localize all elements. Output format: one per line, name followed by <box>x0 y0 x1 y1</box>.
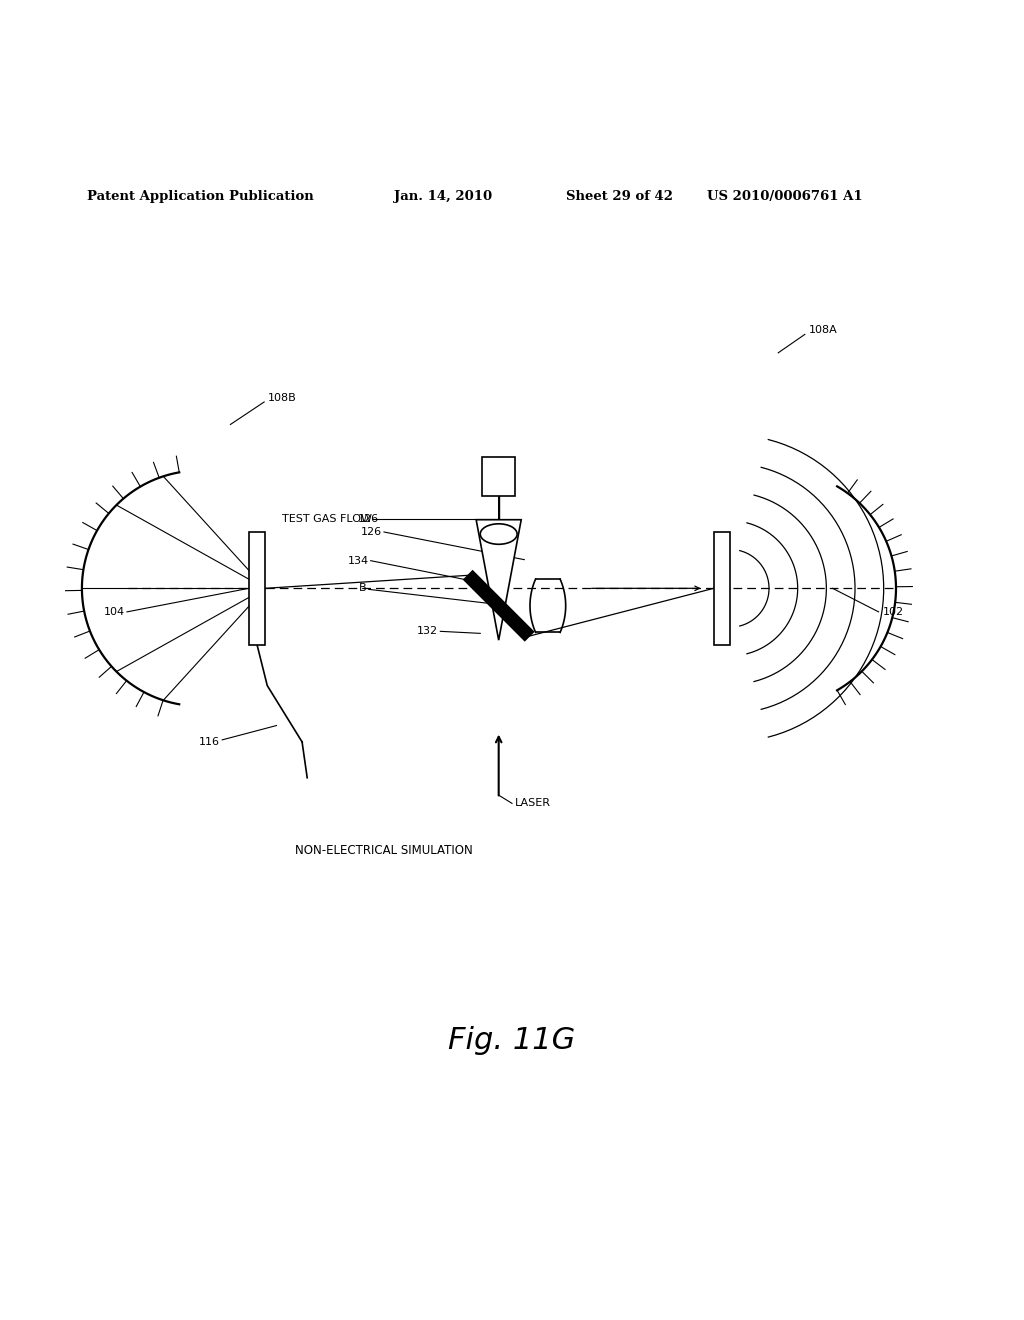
Text: 126: 126 <box>360 527 382 537</box>
Text: B: B <box>359 583 367 593</box>
Text: 134: 134 <box>347 556 369 566</box>
Polygon shape <box>476 520 521 640</box>
Bar <box>249 532 265 644</box>
Text: 102: 102 <box>883 607 904 616</box>
Text: 108B: 108B <box>268 393 297 403</box>
Text: Fig. 11G: Fig. 11G <box>449 1027 575 1056</box>
Text: Sheet 29 of 42: Sheet 29 of 42 <box>566 190 673 203</box>
Text: NON-ELECTRICAL SIMULATION: NON-ELECTRICAL SIMULATION <box>295 843 473 857</box>
Text: Patent Application Publication: Patent Application Publication <box>87 190 313 203</box>
Text: 108A: 108A <box>809 325 838 335</box>
Text: TEST GAS FLOW: TEST GAS FLOW <box>282 513 372 524</box>
Text: 126: 126 <box>357 513 379 524</box>
Text: 132: 132 <box>417 626 438 636</box>
Polygon shape <box>464 572 534 640</box>
Ellipse shape <box>480 524 517 544</box>
Bar <box>482 457 515 496</box>
Text: LASER: LASER <box>515 799 551 808</box>
Text: 104: 104 <box>103 607 125 616</box>
Bar <box>714 532 730 644</box>
Text: Jan. 14, 2010: Jan. 14, 2010 <box>394 190 493 203</box>
Text: US 2010/0006761 A1: US 2010/0006761 A1 <box>707 190 862 203</box>
Text: 116: 116 <box>199 737 220 747</box>
